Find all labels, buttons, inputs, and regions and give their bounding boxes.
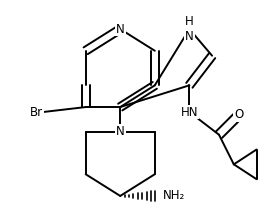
Text: N: N [116, 23, 125, 36]
Text: NH₂: NH₂ [163, 190, 185, 202]
Text: O: O [234, 108, 243, 121]
Text: N: N [116, 125, 125, 138]
Text: HN: HN [181, 106, 198, 118]
Text: Br: Br [30, 106, 43, 118]
Text: H
N: H N [185, 15, 194, 43]
